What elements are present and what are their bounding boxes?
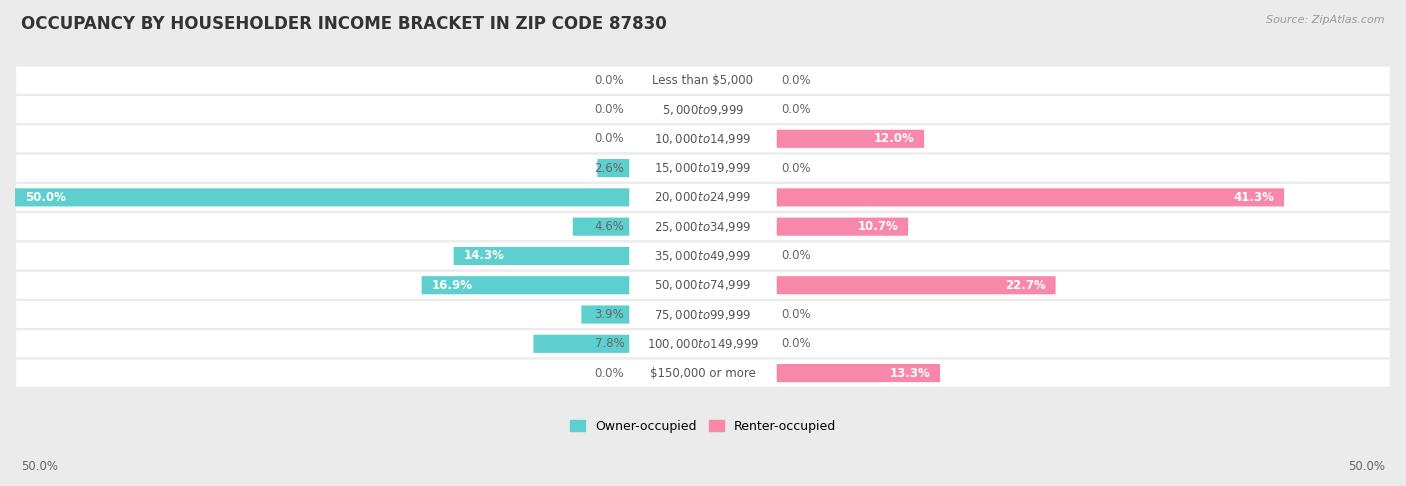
FancyBboxPatch shape: [17, 243, 1389, 269]
Legend: Owner-occupied, Renter-occupied: Owner-occupied, Renter-occupied: [565, 415, 841, 438]
Text: $35,000 to $49,999: $35,000 to $49,999: [654, 249, 752, 263]
Text: 3.9%: 3.9%: [595, 308, 624, 321]
Text: Source: ZipAtlas.com: Source: ZipAtlas.com: [1267, 15, 1385, 25]
Text: $100,000 to $149,999: $100,000 to $149,999: [647, 337, 759, 351]
FancyBboxPatch shape: [776, 276, 1056, 295]
FancyBboxPatch shape: [17, 67, 1389, 94]
Text: 0.0%: 0.0%: [595, 103, 624, 116]
FancyBboxPatch shape: [17, 125, 1389, 152]
Text: $20,000 to $24,999: $20,000 to $24,999: [654, 191, 752, 205]
FancyBboxPatch shape: [17, 184, 1389, 211]
Text: 22.7%: 22.7%: [1005, 279, 1046, 292]
Text: 7.8%: 7.8%: [595, 337, 624, 350]
Text: 0.0%: 0.0%: [782, 337, 811, 350]
Text: $15,000 to $19,999: $15,000 to $19,999: [654, 161, 752, 175]
Text: 0.0%: 0.0%: [782, 74, 811, 87]
FancyBboxPatch shape: [454, 247, 630, 265]
FancyBboxPatch shape: [572, 218, 630, 236]
Text: 13.3%: 13.3%: [890, 366, 931, 380]
FancyBboxPatch shape: [776, 188, 1284, 207]
FancyBboxPatch shape: [598, 159, 630, 177]
Text: $10,000 to $14,999: $10,000 to $14,999: [654, 132, 752, 146]
Text: 50.0%: 50.0%: [25, 191, 66, 204]
Text: $75,000 to $99,999: $75,000 to $99,999: [654, 308, 752, 322]
Text: 50.0%: 50.0%: [1348, 460, 1385, 473]
Text: 10.7%: 10.7%: [858, 220, 898, 233]
Text: $150,000 or more: $150,000 or more: [650, 366, 756, 380]
FancyBboxPatch shape: [776, 130, 924, 148]
Text: 4.6%: 4.6%: [595, 220, 624, 233]
Text: $25,000 to $34,999: $25,000 to $34,999: [654, 220, 752, 234]
Text: 41.3%: 41.3%: [1233, 191, 1274, 204]
FancyBboxPatch shape: [776, 218, 908, 236]
Text: 16.9%: 16.9%: [432, 279, 472, 292]
Text: 0.0%: 0.0%: [782, 161, 811, 174]
Text: OCCUPANCY BY HOUSEHOLDER INCOME BRACKET IN ZIP CODE 87830: OCCUPANCY BY HOUSEHOLDER INCOME BRACKET …: [21, 15, 666, 33]
FancyBboxPatch shape: [17, 330, 1389, 357]
FancyBboxPatch shape: [422, 276, 630, 295]
Text: 50.0%: 50.0%: [21, 460, 58, 473]
Text: 0.0%: 0.0%: [595, 74, 624, 87]
Text: 0.0%: 0.0%: [782, 103, 811, 116]
FancyBboxPatch shape: [17, 272, 1389, 299]
Text: $5,000 to $9,999: $5,000 to $9,999: [662, 103, 744, 117]
Text: 0.0%: 0.0%: [782, 249, 811, 262]
Text: 0.0%: 0.0%: [782, 308, 811, 321]
Text: 2.6%: 2.6%: [595, 161, 624, 174]
Text: Less than $5,000: Less than $5,000: [652, 74, 754, 87]
Text: $50,000 to $74,999: $50,000 to $74,999: [654, 278, 752, 292]
Text: 14.3%: 14.3%: [464, 249, 505, 262]
FancyBboxPatch shape: [17, 213, 1389, 240]
FancyBboxPatch shape: [17, 96, 1389, 123]
FancyBboxPatch shape: [17, 360, 1389, 386]
Text: 12.0%: 12.0%: [873, 132, 914, 145]
FancyBboxPatch shape: [776, 364, 941, 382]
FancyBboxPatch shape: [533, 335, 630, 353]
FancyBboxPatch shape: [17, 155, 1389, 182]
FancyBboxPatch shape: [15, 188, 630, 207]
FancyBboxPatch shape: [581, 305, 630, 324]
Text: 0.0%: 0.0%: [595, 132, 624, 145]
Text: 0.0%: 0.0%: [595, 366, 624, 380]
FancyBboxPatch shape: [17, 301, 1389, 328]
